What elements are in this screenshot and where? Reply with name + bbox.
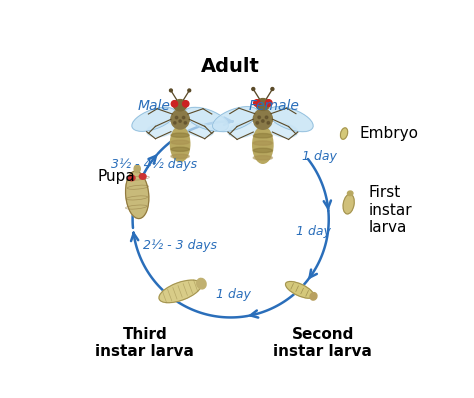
Ellipse shape [171,109,189,129]
Ellipse shape [147,123,174,137]
Text: 1 day: 1 day [302,150,337,163]
Ellipse shape [256,121,259,124]
Ellipse shape [252,88,255,90]
Ellipse shape [171,154,189,158]
Text: Embryo: Embryo [359,126,419,141]
Text: First
instar
larva: First instar larva [369,185,412,235]
Ellipse shape [126,171,149,219]
Ellipse shape [170,89,173,92]
Text: 1 day: 1 day [296,225,331,238]
Ellipse shape [256,99,270,110]
Ellipse shape [185,107,228,131]
Ellipse shape [271,88,274,90]
Ellipse shape [254,100,260,106]
Text: 1 day: 1 day [216,288,251,301]
Ellipse shape [173,100,187,111]
Ellipse shape [265,116,268,119]
Ellipse shape [265,100,272,106]
Ellipse shape [197,278,206,289]
Ellipse shape [253,127,273,163]
Ellipse shape [173,122,176,124]
Ellipse shape [134,165,140,173]
Ellipse shape [253,109,273,129]
Ellipse shape [182,101,189,107]
Ellipse shape [212,107,258,132]
Ellipse shape [171,101,178,107]
Ellipse shape [171,127,190,162]
Ellipse shape [132,107,175,131]
Text: 3½ - 4½ days: 3½ - 4½ days [111,158,197,171]
Ellipse shape [171,147,189,151]
Ellipse shape [285,281,314,298]
Ellipse shape [253,141,273,145]
Ellipse shape [253,133,273,138]
Text: Adult: Adult [201,57,260,76]
Ellipse shape [128,175,135,181]
Text: Second
instar larva: Second instar larva [273,327,372,359]
Text: Male: Male [137,99,171,113]
Ellipse shape [228,123,257,138]
Ellipse shape [171,140,189,144]
Ellipse shape [139,174,146,179]
Ellipse shape [182,116,185,119]
Ellipse shape [159,280,201,303]
Ellipse shape [188,89,191,92]
Text: Third
instar larva: Third instar larva [95,327,194,359]
Text: 2½ - 3 days: 2½ - 3 days [143,239,217,252]
Ellipse shape [179,120,182,122]
Ellipse shape [184,122,187,124]
Ellipse shape [268,107,313,132]
Ellipse shape [253,156,273,160]
Ellipse shape [262,120,264,122]
Ellipse shape [171,133,189,137]
Ellipse shape [343,194,354,214]
Ellipse shape [340,128,347,139]
Ellipse shape [175,116,178,119]
Text: Female: Female [248,99,299,113]
Ellipse shape [269,123,298,138]
Ellipse shape [258,116,260,119]
Ellipse shape [310,293,317,300]
Ellipse shape [185,123,213,137]
Ellipse shape [267,121,270,124]
Ellipse shape [253,148,273,152]
Ellipse shape [347,191,353,196]
Text: Pupa: Pupa [97,169,135,184]
